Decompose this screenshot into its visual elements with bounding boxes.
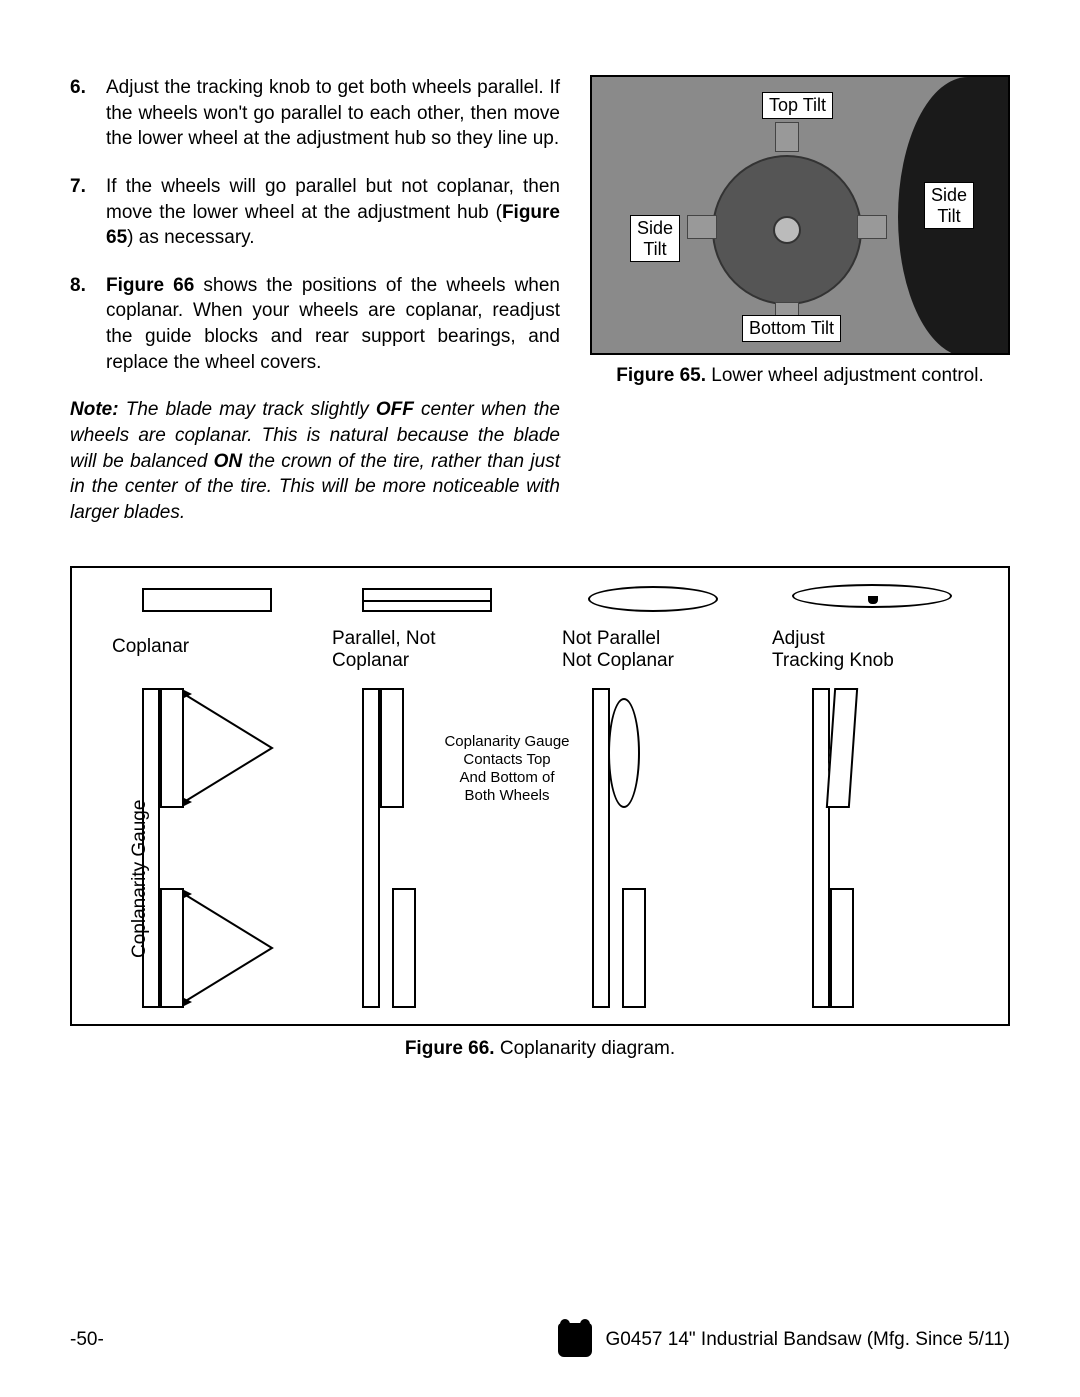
gauge-bar-4 bbox=[812, 688, 830, 1008]
lower-wheel-3 bbox=[622, 888, 646, 1008]
page-footer: -50- G0457 14" Industrial Bandsaw (Mfg. … bbox=[70, 1323, 1010, 1357]
step-text-pre: If the wheels will go parallel but not c… bbox=[106, 176, 560, 223]
contact-note: Coplanarity Gauge Contacts Top And Botto… bbox=[432, 733, 582, 805]
gauge-rotated-label: Coplanarity Gauge bbox=[129, 799, 151, 957]
product-title: G0457 14" Industrial Bandsaw (Mfg. Since… bbox=[605, 1329, 1010, 1350]
note-label: Note: bbox=[70, 399, 119, 420]
lower-wheel-1 bbox=[160, 888, 184, 1008]
figure-65-column: Top Tilt Side Tilt Side Tilt Bottom Tilt… bbox=[590, 75, 1010, 526]
instruction-column: 6. Adjust the tracking knob to get both … bbox=[70, 75, 560, 526]
knob-nub bbox=[868, 596, 878, 604]
caption-text: Lower wheel adjustment control. bbox=[706, 365, 984, 386]
side-tilt-right-label: Side Tilt bbox=[924, 182, 974, 229]
note-block: Note: The blade may track slightly OFF c… bbox=[70, 397, 560, 525]
upper-wheel-1 bbox=[160, 688, 184, 808]
topview-ellipse bbox=[588, 586, 718, 612]
caption-bold: Figure 65. bbox=[616, 365, 706, 386]
bottom-tilt-label: Bottom Tilt bbox=[742, 315, 841, 342]
upper-wheel-2 bbox=[380, 688, 404, 808]
side-tilt-left-label: Side Tilt bbox=[630, 215, 680, 262]
left-bolt bbox=[687, 215, 717, 239]
caption-text: Coplanarity diagram. bbox=[495, 1038, 676, 1059]
col3-label: Not Parallel Not Coplanar bbox=[562, 628, 752, 674]
figure-66-caption: Figure 66. Coplanarity diagram. bbox=[70, 1038, 1010, 1060]
bear-logo-icon bbox=[558, 1323, 592, 1357]
top-bolt bbox=[775, 122, 799, 152]
step-text: If the wheels will go parallel but not c… bbox=[106, 174, 560, 251]
lower-wheel-2 bbox=[392, 888, 416, 1008]
figure-65-photo: Top Tilt Side Tilt Side Tilt Bottom Tilt bbox=[590, 75, 1010, 355]
note-emphasis: ON bbox=[214, 451, 243, 472]
step-number: 6. bbox=[70, 75, 106, 152]
figure-reference: Figure 66 bbox=[106, 275, 194, 296]
step-text: Figure 66 shows the positions of the whe… bbox=[106, 273, 560, 376]
topview-coplanar bbox=[142, 588, 272, 612]
figure-66-diagram: Coplanar Coplanarity Gauge Parallel, Not… bbox=[70, 566, 1010, 1026]
footer-right: G0457 14" Industrial Bandsaw (Mfg. Since… bbox=[558, 1323, 1010, 1357]
hub-center bbox=[773, 216, 801, 244]
right-bolt bbox=[857, 215, 887, 239]
step-number: 8. bbox=[70, 273, 106, 376]
figure-65-caption: Figure 65. Lower wheel adjustment contro… bbox=[590, 365, 1010, 387]
note-text: The blade may track slightly bbox=[119, 399, 376, 420]
page-number: -50- bbox=[70, 1329, 104, 1351]
lower-wheel-4 bbox=[830, 888, 854, 1008]
top-row: 6. Adjust the tracking knob to get both … bbox=[70, 75, 1010, 526]
upper-wheel-tilted bbox=[608, 698, 640, 808]
topview-parallel-offset bbox=[362, 600, 492, 612]
step-6: 6. Adjust the tracking knob to get both … bbox=[70, 75, 560, 152]
col1-label: Coplanar bbox=[112, 636, 302, 659]
step-text: Adjust the tracking knob to get both whe… bbox=[106, 75, 560, 152]
contact-arrows bbox=[182, 688, 292, 1008]
step-7: 7. If the wheels will go parallel but no… bbox=[70, 174, 560, 251]
gauge-bar-2 bbox=[362, 688, 380, 1008]
col4-label: Adjust Tracking Knob bbox=[772, 628, 972, 674]
top-tilt-label: Top Tilt bbox=[762, 92, 833, 119]
step-number: 7. bbox=[70, 174, 106, 251]
step-text-post: ) as necessary. bbox=[127, 227, 254, 248]
caption-bold: Figure 66. bbox=[405, 1038, 495, 1059]
note-emphasis: OFF bbox=[376, 399, 414, 420]
manual-page: 6. Adjust the tracking knob to get both … bbox=[0, 0, 1080, 1397]
gauge-bar-3 bbox=[592, 688, 610, 1008]
step-8: 8. Figure 66 shows the positions of the … bbox=[70, 273, 560, 376]
col2-label: Parallel, Not Coplanar bbox=[332, 628, 522, 674]
upper-wheel-4 bbox=[826, 688, 858, 808]
